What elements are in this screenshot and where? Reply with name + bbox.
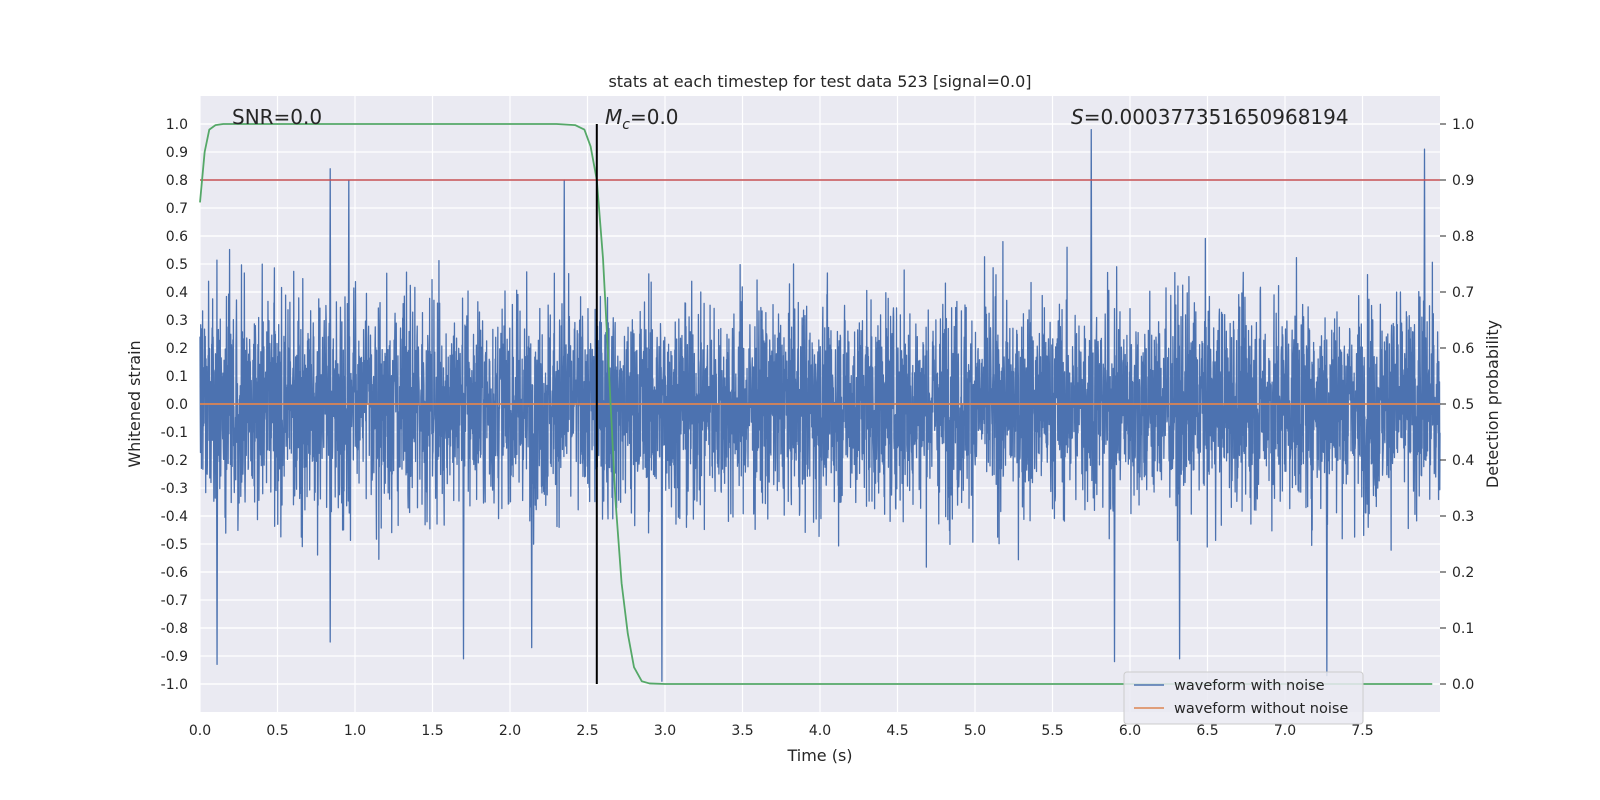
y-tick-label: -0.3 <box>161 481 188 497</box>
y-tick-label: 0.3 <box>166 313 188 329</box>
y2-tick-label: 0.6 <box>1452 341 1474 357</box>
mc-annotation: Mc=0.0 <box>605 105 679 133</box>
x-tick-label: 3.5 <box>731 723 753 739</box>
y-tick-label: -0.1 <box>161 425 188 441</box>
y2-tick-label: 0.7 <box>1452 285 1474 301</box>
y2-tick-label: 0.0 <box>1452 677 1474 693</box>
mc-symbol: M <box>605 105 622 129</box>
y-tick-label: 1.0 <box>166 117 188 133</box>
legend-box <box>1123 671 1364 725</box>
y2-tick-label: 0.2 <box>1452 565 1474 581</box>
detection-probability-line <box>199 123 1433 685</box>
y-tick-label: 0.6 <box>166 229 188 245</box>
legend: waveform with noise waveform without noi… <box>1123 671 1364 725</box>
x-tick-label: 0.0 <box>189 723 211 739</box>
x-tick-label: 6.5 <box>1196 723 1218 739</box>
overlays <box>199 123 1440 685</box>
y-tick-label: 0.9 <box>166 145 188 161</box>
x-tick-label: 7.0 <box>1274 723 1296 739</box>
y-tick-label: 0.2 <box>166 341 188 357</box>
x-tick-label: 0.5 <box>266 723 288 739</box>
x-tick-label: 2.0 <box>499 723 521 739</box>
y-tick-label: -0.7 <box>161 593 188 609</box>
y-tick-label: 0.8 <box>166 173 188 189</box>
x-axis-label: Time (s) <box>786 746 852 765</box>
y2-tick-label: 0.8 <box>1452 229 1474 245</box>
y2-tick-label: 1.0 <box>1452 117 1474 133</box>
x-tick-label: 5.0 <box>964 723 986 739</box>
snr-annotation: SNR=0.0 <box>232 105 322 129</box>
y-tick-label: -0.4 <box>161 509 188 525</box>
y-tick-label: -0.9 <box>161 649 188 665</box>
y-tick-label: -0.5 <box>161 537 188 553</box>
y2-tick-label: 0.4 <box>1452 453 1474 469</box>
y2-axis-label: Detection probability <box>1483 320 1502 488</box>
mc-value: =0.0 <box>630 105 679 129</box>
y-tick-label: 0.5 <box>166 257 188 273</box>
s-annotation: S=0.000377351650968194 <box>1071 105 1349 129</box>
y-tick-label: -0.6 <box>161 565 188 581</box>
s-symbol: S <box>1071 105 1084 129</box>
s-value: =0.000377351650968194 <box>1084 105 1349 129</box>
x-tick-label: 4.0 <box>809 723 831 739</box>
x-tick-label: 1.5 <box>421 723 443 739</box>
y2-tick-label: 0.5 <box>1452 397 1474 413</box>
ticks: 0.0 0.5 1.0 1.5 2.0 2.5 3.0 3.5 4.0 4.5 5.0 5.5 6.0 6… <box>161 117 1475 739</box>
y-tick-label: -0.2 <box>161 453 188 469</box>
legend-label-clean: waveform without noise <box>1174 701 1348 717</box>
x-tick-label: 4.5 <box>886 723 908 739</box>
y-tick-label: 0.1 <box>166 369 188 385</box>
chart-title: stats at each timestep for test data 523… <box>608 72 1031 91</box>
x-tick-label: 2.5 <box>576 723 598 739</box>
x-tick-label: 6.0 <box>1119 723 1141 739</box>
y-tick-label: 0.0 <box>166 397 188 413</box>
mc-subscript: c <box>622 117 630 133</box>
x-tick-label: 5.5 <box>1041 723 1063 739</box>
y2-tick-label: 0.1 <box>1452 621 1474 637</box>
y-axis-label: Whitened strain <box>125 340 144 467</box>
y-tick-label: -0.8 <box>161 621 188 637</box>
legend-label-noise: waveform with noise <box>1174 678 1325 694</box>
x-tick-label: 1.0 <box>344 723 366 739</box>
y-tick-label: 0.7 <box>166 201 188 217</box>
y-tick-label: 0.4 <box>166 285 188 301</box>
y-tick-label: -1.0 <box>161 677 188 693</box>
y2-tick-label: 0.9 <box>1452 173 1474 189</box>
x-tick-label: 7.5 <box>1351 723 1373 739</box>
x-tick-label: 3.0 <box>654 723 676 739</box>
y2-tick-label: 0.3 <box>1452 509 1474 525</box>
